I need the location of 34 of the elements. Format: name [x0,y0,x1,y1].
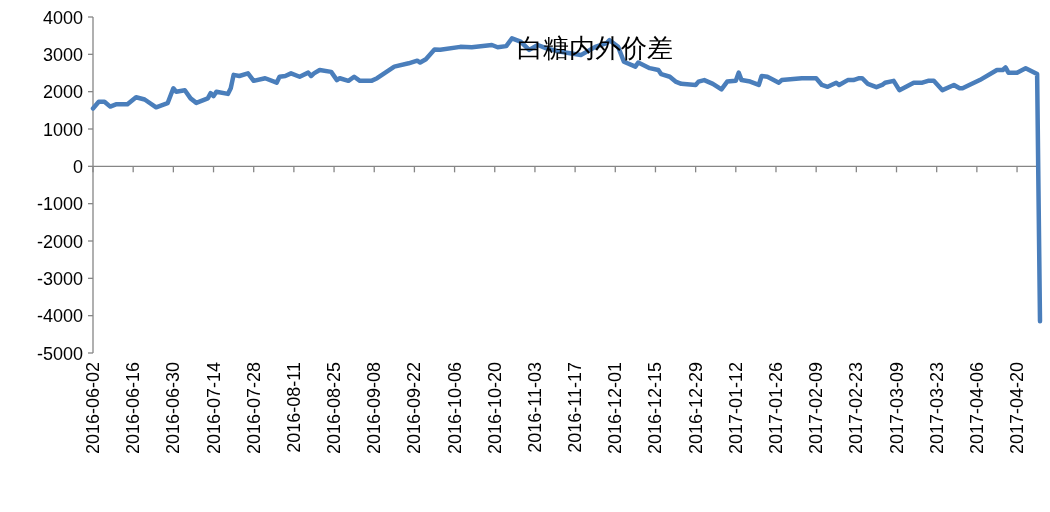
x-tick-label: 2016-07-14 [203,362,224,455]
y-tick-label: 3000 [42,44,83,65]
y-tick-label: -3000 [36,268,83,289]
x-tick-label: 2016-06-02 [83,362,103,455]
x-tick-label: 2016-12-29 [685,362,706,455]
y-tick-label: -4000 [36,306,83,327]
x-tick-label: 2016-12-01 [605,362,626,455]
x-tick-label: 2017-03-09 [886,362,907,455]
x-tick-label: 2017-04-06 [966,362,987,455]
x-tick-label: 2016-10-06 [444,362,465,455]
x-tick-label: 2017-04-20 [1007,362,1028,455]
x-tick-label: 2016-12-15 [645,362,666,455]
y-tick-label: 0 [72,156,83,177]
x-tick-label: 2016-09-08 [364,362,385,455]
x-tick-label: 2016-08-11 [283,362,304,453]
x-tick-label: 2017-01-26 [765,362,786,455]
y-tick-label: 4000 [42,7,83,28]
x-tick-label: 2017-02-09 [806,362,827,455]
y-tick-label: 1000 [42,119,83,140]
y-tick-label: -1000 [36,194,83,215]
x-tick-label: 2016-09-22 [404,362,425,455]
x-tick-label: 2017-01-12 [725,362,746,455]
x-tick-label: 2017-02-23 [846,362,867,455]
x-tick-label: 2016-06-30 [163,362,184,455]
x-tick-label: 2017-03-23 [926,362,947,455]
x-tick-label: 2016-10-20 [484,362,505,455]
x-tick-label: 2016-08-25 [324,362,345,455]
y-tick-label: -2000 [36,231,83,252]
y-tick-label: 2000 [42,82,83,103]
y-tick-label: -5000 [36,343,83,364]
x-tick-label: 2016-11-03 [524,362,545,453]
x-tick-label: 2016-07-28 [243,362,264,455]
x-tick-label: 2016-11-17 [565,362,586,453]
x-tick-label: 2016-06-16 [123,362,144,455]
